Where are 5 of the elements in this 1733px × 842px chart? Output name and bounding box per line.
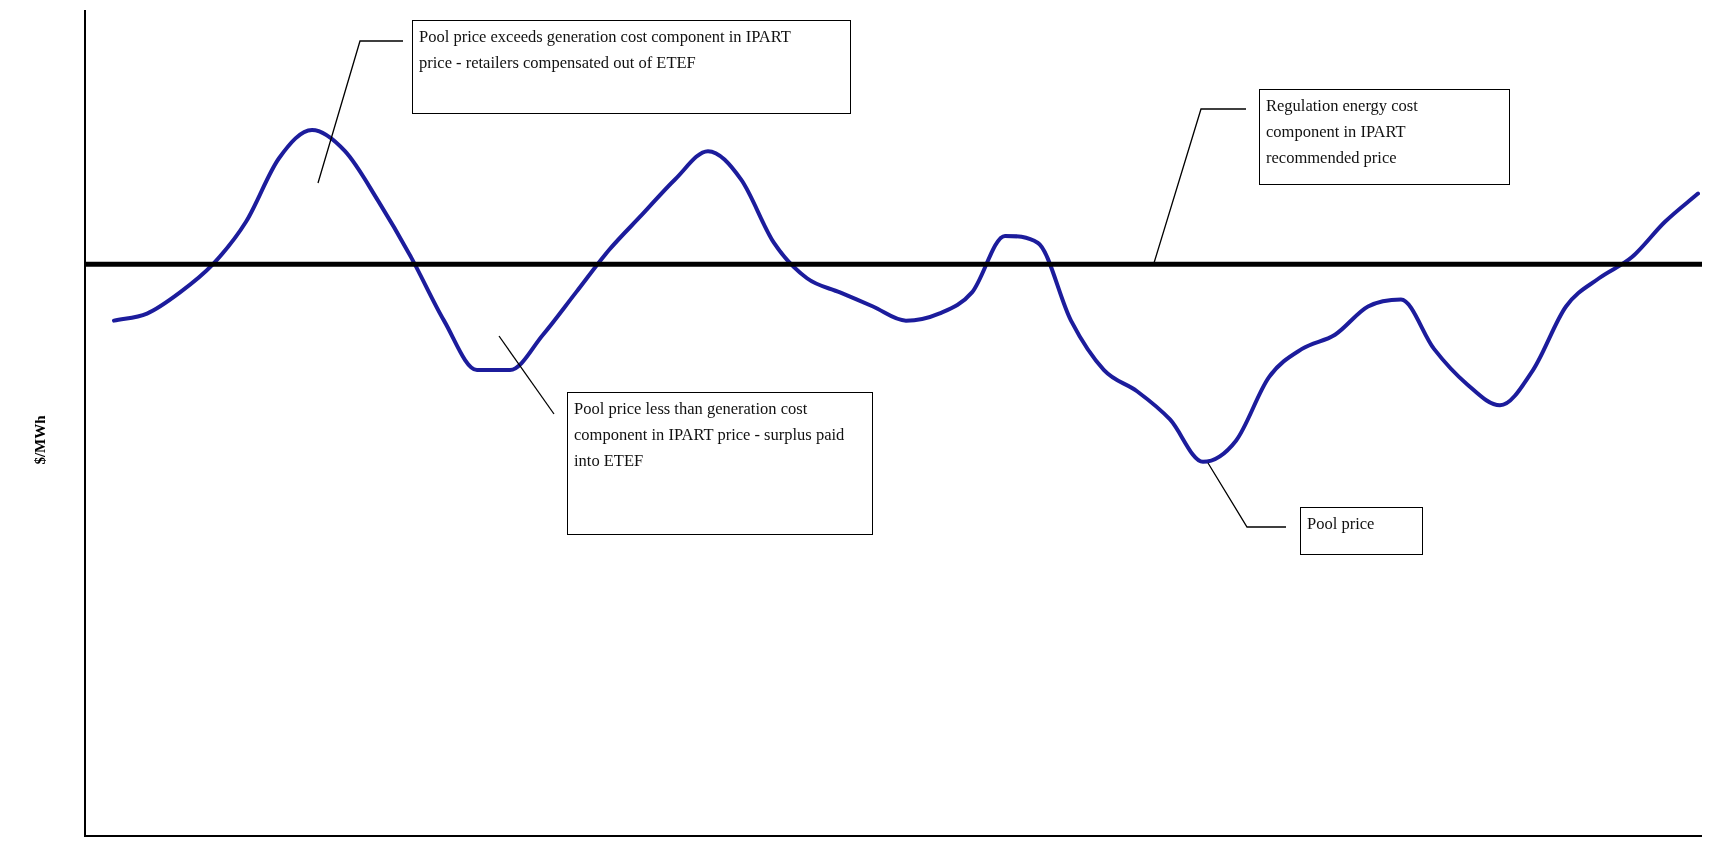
text: Pool price exceeds generation cost component in IPART price - retailers compensated out of ETEF: [412, 20, 851, 114]
annotation: Pool price less than generation cost component in IPART price - surplus paid into ETEF: [567, 392, 873, 535]
ref-line-label: Regulation energy cost component in IPART recommended price: [1259, 89, 1510, 185]
text: Pool price: [1300, 507, 1423, 555]
y-axis-title: $/MWh: [31, 415, 49, 465]
